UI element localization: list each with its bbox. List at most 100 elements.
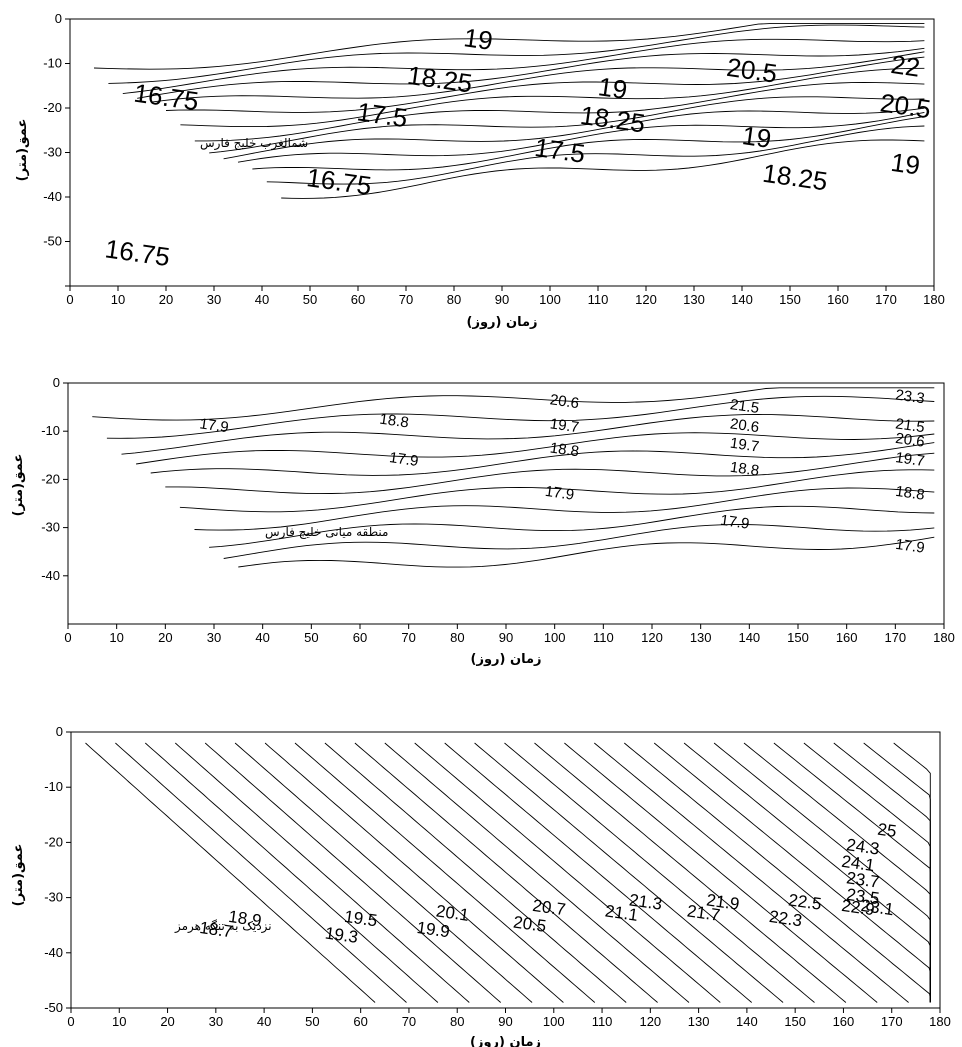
contour-line	[137, 47, 925, 99]
contour-line	[92, 387, 935, 421]
contour-line	[122, 38, 925, 95]
x-tick-label: 60	[353, 1014, 367, 1029]
x-tick-label: 30	[207, 630, 221, 645]
y-tick-label: -30	[43, 145, 62, 160]
x-tick-label: 80	[450, 630, 464, 645]
contour-label: 19.9	[416, 918, 451, 941]
contour-line	[624, 742, 931, 1003]
y-tick-label: -30	[41, 520, 60, 535]
contour-label: 21.9	[705, 890, 740, 913]
x-tick-label: 70	[399, 292, 413, 307]
x-tick-label: 80	[450, 1014, 464, 1029]
x-tick-label: 140	[731, 292, 753, 307]
plot-frame	[67, 382, 945, 625]
x-tick-label: 90	[498, 1014, 512, 1029]
x-tick-label: 170	[875, 292, 897, 307]
x-tick-label: 130	[683, 292, 705, 307]
x-tick-label: 180	[923, 292, 945, 307]
y-tick-label: -40	[41, 568, 60, 583]
contour-label: 21.5	[729, 396, 760, 417]
contour-label: 23.7	[845, 868, 880, 891]
x-tick-label: 50	[305, 1014, 319, 1029]
contour-line	[238, 536, 935, 568]
x-tick-label: 150	[779, 292, 801, 307]
x-tick-label: 40	[255, 292, 269, 307]
contour-label: 19.3	[324, 924, 359, 947]
chart-panel-2: 17.9 18.817.920.619.718.817.921.520.619.7…	[11, 375, 955, 667]
contour-label: 20.5	[725, 52, 779, 89]
x-axis-title: زمان (روز)	[467, 315, 538, 330]
contour-label: 19.7	[729, 435, 760, 456]
y-tick-label: -40	[43, 189, 62, 204]
x-tick-label: 150	[787, 630, 809, 645]
contour-line	[165, 56, 925, 113]
contour-label: 22	[889, 49, 922, 83]
x-tick-label: 140	[736, 1014, 758, 1029]
x-tick-label: 160	[833, 1014, 855, 1029]
x-tick-label: 110	[588, 292, 609, 307]
contour-label: 17.9	[388, 449, 419, 470]
contour-label: 23.5	[845, 885, 880, 908]
contour-line	[234, 742, 533, 1003]
contour-line	[179, 469, 935, 513]
y-tick-label: 0	[55, 11, 62, 26]
x-tick-label: 10	[109, 630, 123, 645]
contour-label: 18.8	[549, 440, 580, 461]
region-label: شمالغرب خلیج فارس	[200, 136, 308, 151]
x-tick-label: 160	[836, 630, 858, 645]
contour-line	[237, 111, 925, 163]
y-axis-title: عمق(متر)	[15, 119, 30, 182]
y-tick-label: -20	[43, 100, 62, 115]
y-tick-label: -50	[43, 234, 62, 249]
contour-line	[194, 487, 935, 531]
contour-line	[653, 742, 931, 1003]
x-tick-label: 100	[543, 1014, 565, 1029]
x-tick-label: 30	[207, 292, 221, 307]
contour-line	[150, 442, 935, 476]
contour-label: 19.7	[549, 415, 580, 436]
contour-line	[474, 742, 784, 1003]
contour-line	[223, 524, 935, 559]
contour-line	[564, 742, 878, 1003]
x-tick-label: 10	[112, 1014, 126, 1029]
contour-label: 20.7	[531, 896, 566, 919]
x-tick-label: 0	[64, 630, 71, 645]
x-tick-label: 160	[827, 292, 849, 307]
chart-panel-3: 18.718.9 19.319.5 19.920.1 20.520.7 21.121.3…	[11, 724, 951, 1047]
contour-line	[534, 742, 847, 1003]
x-tick-label: 30	[209, 1014, 223, 1029]
contour-line	[106, 395, 935, 439]
contour-line	[384, 742, 690, 1003]
x-tick-label: 110	[593, 630, 614, 645]
contour-line	[174, 742, 470, 1003]
contour-label: 17.5	[355, 96, 409, 133]
x-tick-label: 50	[304, 630, 318, 645]
y-tick-label: -10	[43, 56, 62, 71]
y-axis-title: عمق(متر)	[11, 844, 26, 907]
x-tick-label: 130	[690, 630, 712, 645]
x-tick-label: 10	[111, 292, 125, 307]
x-tick-label: 120	[639, 1014, 661, 1029]
x-tick-label: 170	[884, 630, 906, 645]
contour-line	[281, 139, 925, 199]
contour-line	[180, 67, 925, 128]
contour-lines	[92, 387, 935, 568]
y-tick-label: -40	[44, 945, 63, 960]
contour-label: 19	[462, 22, 495, 56]
contour-label: 24.3	[845, 835, 880, 858]
y-tick-label: 0	[53, 375, 60, 390]
x-tick-label: 100	[544, 630, 566, 645]
x-tick-label: 70	[401, 630, 415, 645]
contour-label: 23.3	[894, 386, 925, 407]
contour-line	[151, 51, 925, 103]
contour-label: 17.9	[719, 512, 750, 533]
contour-line	[204, 742, 501, 1003]
contour-line	[594, 742, 909, 1003]
x-tick-label: 70	[402, 1014, 416, 1029]
region-label: منطقه میانی خلیج فارس	[265, 525, 388, 540]
contour-label: 18.8	[894, 483, 925, 504]
x-tick-label: 120	[641, 630, 663, 645]
contour-line	[223, 107, 925, 160]
x-tick-label: 0	[67, 1014, 74, 1029]
